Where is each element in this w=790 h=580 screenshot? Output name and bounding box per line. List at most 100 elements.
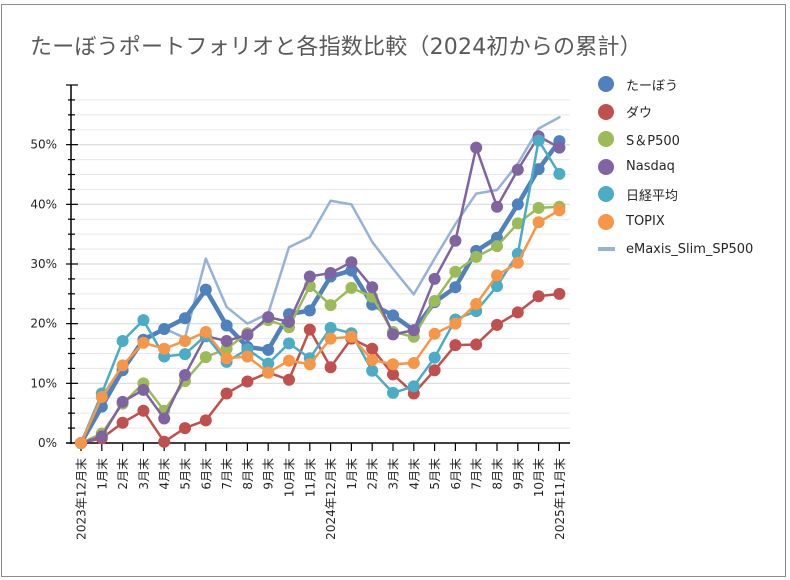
- x-tick-label: 4月末: [158, 458, 172, 490]
- data-point: [199, 351, 212, 364]
- legend-label: TOPIX: [626, 214, 665, 229]
- legend-label: S＆P500: [626, 133, 680, 149]
- legend-label: Nasdaq: [626, 159, 675, 174]
- data-point: [387, 358, 399, 371]
- data-point: [491, 240, 503, 253]
- data-point: [75, 437, 87, 449]
- data-point: [553, 204, 566, 217]
- data-point: [303, 270, 316, 283]
- data-point: [470, 250, 483, 263]
- data-point: [137, 314, 150, 327]
- data-point: [324, 266, 337, 279]
- data-point: [511, 306, 524, 319]
- data-point: [387, 328, 399, 341]
- x-tick-label: 2月末: [366, 458, 380, 490]
- data-point: [428, 294, 441, 307]
- data-point: [449, 317, 462, 330]
- data-point: [345, 330, 358, 343]
- data-point: [511, 217, 524, 230]
- data-point: [428, 327, 441, 340]
- data-point: [116, 395, 129, 408]
- data-point: [553, 141, 566, 154]
- data-point: [449, 281, 462, 294]
- data-point: [137, 404, 150, 417]
- legend-label: 日経平均: [626, 188, 679, 204]
- data-point: [470, 338, 483, 351]
- series-group: [75, 115, 566, 449]
- legend-circle-icon: [598, 186, 614, 202]
- data-point: [283, 354, 295, 367]
- data-point: [407, 380, 420, 393]
- x-tick-label: 2025年11月末: [553, 458, 567, 540]
- data-point: [95, 391, 108, 404]
- data-point: [283, 315, 295, 328]
- data-point: [366, 364, 379, 377]
- data-point: [511, 163, 524, 176]
- axes: [66, 84, 570, 451]
- data-point: [511, 198, 524, 211]
- x-tick-labels: 2023年12月末 1月末 2月末 3月末 4月末 5月末 6月末 7月末 8月末 9月末 10月末…: [75, 458, 567, 540]
- data-point: [158, 323, 171, 336]
- data-point: [262, 357, 275, 370]
- series-5: [75, 204, 566, 449]
- x-tick-label: 10月末: [532, 458, 546, 497]
- legend-circle-icon: [598, 131, 614, 147]
- legend-item: たーぼう: [598, 72, 678, 96]
- x-tick-label: 3月末: [137, 458, 151, 490]
- data-point: [449, 265, 462, 278]
- legend-item: ダウ: [598, 100, 652, 124]
- y-tick-label: 40%: [30, 197, 57, 211]
- data-point: [491, 318, 503, 331]
- data-point: [324, 332, 337, 345]
- data-point: [241, 350, 254, 363]
- data-point: [95, 430, 108, 443]
- data-point: [407, 324, 420, 337]
- legend-line-icon: [598, 247, 615, 251]
- data-point: [491, 231, 503, 244]
- data-point: [428, 364, 441, 377]
- data-point: [241, 375, 254, 388]
- data-point: [366, 354, 379, 367]
- x-tick-label: 7月末: [470, 458, 484, 490]
- y-tick-label: 20%: [30, 317, 57, 331]
- legend-item: 日経平均: [598, 182, 678, 206]
- chart-title: たーぼうポートフォリオと各指数比較（2024初からの累計）: [30, 35, 642, 60]
- legend-label: eMaxis_Slim_SP500: [626, 241, 754, 257]
- data-point: [179, 368, 191, 381]
- x-tick-label: 11月末: [303, 458, 317, 497]
- data-point: [116, 334, 129, 347]
- data-point: [199, 326, 212, 339]
- data-point: [387, 309, 399, 322]
- legend-label: たーぼう: [626, 78, 679, 94]
- data-point: [324, 299, 337, 312]
- data-point: [387, 386, 399, 399]
- x-tick-label: 8月末: [491, 458, 505, 490]
- x-tick-label: 7月末: [220, 458, 234, 490]
- data-point: [303, 358, 316, 371]
- legend-item: S＆P500: [598, 127, 680, 151]
- x-tick-label: 1月末: [345, 458, 359, 490]
- data-point: [366, 342, 379, 355]
- data-point: [262, 311, 275, 324]
- legend-circle-icon: [598, 158, 614, 175]
- y-tick-label: 30%: [30, 257, 57, 271]
- x-tick-label: 1月末: [95, 458, 109, 490]
- data-point: [179, 312, 191, 325]
- data-point: [158, 412, 171, 425]
- data-point: [470, 297, 483, 310]
- data-point: [491, 200, 503, 213]
- x-tick-label: 2023年12月末: [75, 458, 89, 540]
- data-point: [262, 366, 275, 379]
- legend-label: ダウ: [626, 106, 653, 121]
- data-point: [532, 216, 545, 229]
- data-point: [220, 352, 233, 365]
- data-point: [116, 416, 129, 429]
- series-3: [75, 130, 566, 449]
- data-point: [137, 383, 150, 396]
- legend-item: TOPIX: [598, 210, 665, 234]
- data-point: [470, 141, 483, 154]
- data-point: [220, 334, 233, 347]
- data-point: [324, 361, 337, 374]
- data-point: [387, 368, 399, 381]
- x-tick-label: 5月末: [179, 458, 193, 490]
